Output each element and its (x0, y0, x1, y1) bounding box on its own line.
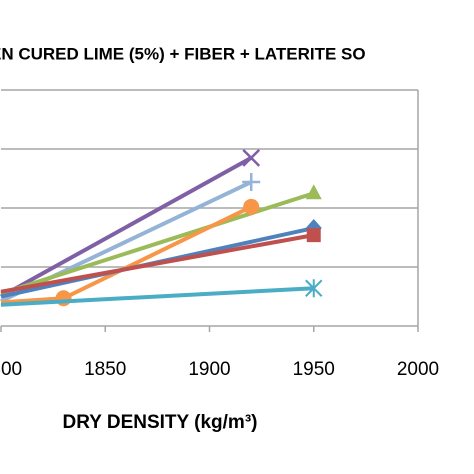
x-tick-label: 1900 (188, 359, 230, 380)
marker (305, 279, 323, 298)
marker (306, 228, 321, 243)
marker (242, 148, 261, 167)
series-line (0, 191, 315, 296)
x-tick-label: 2000 (397, 359, 439, 380)
series-line (0, 233, 315, 294)
chart-title: EN CURED LIME (5%) + FIBER + LATERITE SO (0, 44, 366, 63)
marker (55, 290, 72, 307)
series-line (0, 286, 314, 307)
marker (243, 198, 260, 215)
x-axis-title: DRY DENSITY (kg/m³) (63, 412, 258, 433)
marker (242, 173, 261, 192)
x-tick-label: 1950 (293, 359, 335, 380)
series-line (0, 156, 253, 299)
x-tick-label: 1850 (84, 359, 126, 380)
x-tick-label: 1800 (0, 359, 22, 380)
marker (305, 184, 322, 200)
